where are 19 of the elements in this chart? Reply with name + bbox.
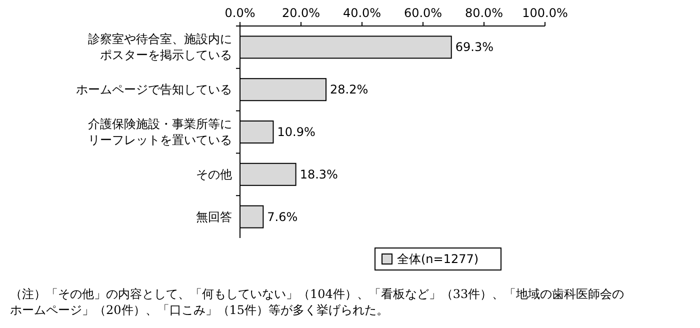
y-tick-label: 介護保険施設・事業所等にリーフレットを置いている: [88, 117, 232, 147]
data-label: 28.2%: [330, 82, 368, 97]
legend-label: 全体(n=1277): [397, 252, 479, 266]
y-tick-label: 無回答: [196, 210, 232, 224]
y-tick-label: ホームページで告知している: [76, 82, 232, 97]
y-tick-label: その他: [196, 167, 232, 182]
x-tick-label: 40.0%: [342, 6, 382, 20]
data-label: 18.3%: [300, 167, 338, 182]
text: （注）「その他」の内容として、「何もしていない」（104件）、「看板など」（33件）、「地域の歯科医師会のホームページ」（20件）、「口こみ」（15件）等が多く挙げられた。: [10, 287, 624, 317]
x-tick-label: 100.0%: [522, 6, 568, 20]
x-tick-label: 20.0%: [282, 6, 320, 20]
x-tick-label: 80.0%: [464, 6, 504, 20]
x-tick-label: 60.0%: [404, 6, 442, 20]
x-tick-label: 0.0%: [224, 6, 256, 20]
data-label: 69.3%: [455, 40, 494, 54]
y-tick-label: 診察室や待合室、施設内にポスターを掲示している: [88, 32, 232, 62]
data-label: 10.9%: [277, 125, 316, 139]
data-label: 7.6%: [267, 210, 298, 224]
legend: 全体(n=1277): [374, 248, 502, 270]
